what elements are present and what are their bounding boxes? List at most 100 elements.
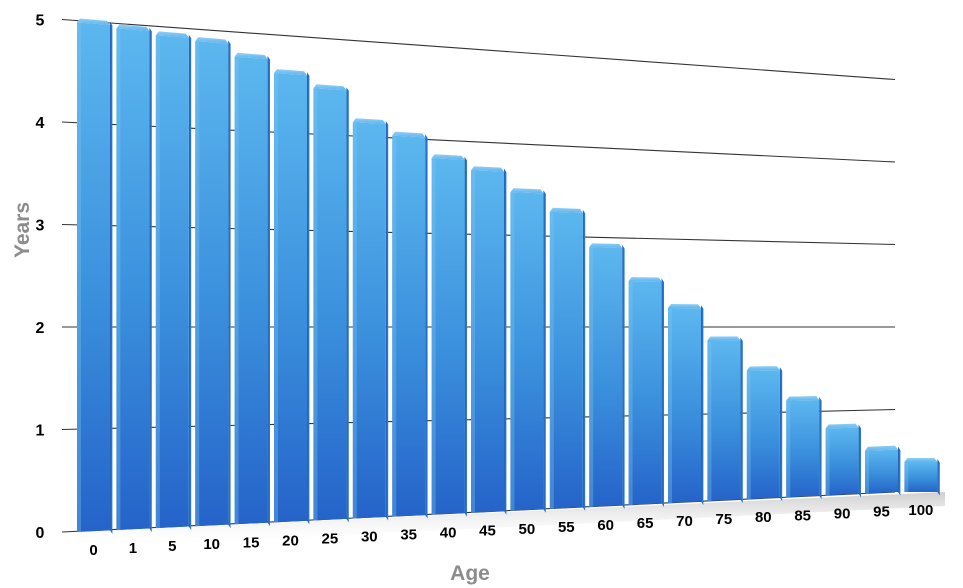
x-tick-label: 50 [519, 521, 536, 538]
x-tick-label: 90 [834, 505, 851, 522]
bar-65 [628, 277, 664, 508]
bar-70 [668, 303, 704, 506]
bar-side [149, 27, 152, 533]
bar-50 [510, 188, 546, 513]
bar-side [937, 459, 940, 496]
bar-1 [116, 24, 152, 533]
x-tick-label: 15 [243, 534, 260, 551]
bar-40 [431, 154, 467, 517]
bar-top [392, 131, 426, 138]
bar-top [589, 243, 623, 248]
bar-top [352, 118, 386, 124]
bar-side [110, 21, 113, 534]
bar-top [431, 154, 465, 160]
x-tick-label: 25 [322, 530, 339, 547]
floor-shadow [77, 492, 945, 548]
bar-top [510, 188, 544, 194]
bar-75 [707, 336, 743, 504]
bar-front [786, 400, 820, 498]
x-axis-ticks: 0 1 5 10 15 20 25 30 35 40 45 50 55 60 65 70 75 80 85 90 95 1… [89, 502, 933, 559]
x-tick-label: 60 [597, 517, 614, 534]
bar-25 [313, 84, 349, 523]
bar-side [228, 40, 231, 529]
x-tick-label: 20 [282, 532, 299, 549]
bars [77, 18, 940, 534]
bar-highlight [155, 36, 160, 529]
bar-side [661, 278, 664, 508]
bar-highlight [589, 248, 594, 507]
bar-front [589, 247, 623, 507]
x-tick-label: 5 [168, 538, 176, 555]
bar-front [274, 73, 307, 523]
bar-highlight [510, 193, 515, 511]
bar-highlight [116, 29, 121, 531]
bar-top [234, 52, 268, 59]
bar-top [471, 166, 504, 172]
bar-top [155, 31, 189, 38]
y-tick-label: 3 [36, 218, 45, 235]
bar-highlight [352, 123, 357, 519]
bar-top [865, 445, 898, 451]
bar-60 [589, 243, 625, 509]
bar-front [116, 28, 150, 531]
bar-front [234, 56, 268, 525]
bar-highlight [234, 57, 239, 525]
bar-highlight [668, 308, 672, 504]
bar-front [707, 340, 741, 502]
bar-side [307, 72, 310, 525]
bar-highlight [707, 341, 712, 502]
bar-highlight [904, 463, 909, 492]
bar-top [904, 458, 938, 462]
x-tick-label: 35 [400, 527, 417, 544]
bar-front [549, 211, 583, 509]
bar-top [628, 277, 662, 282]
x-tick-label: 65 [637, 515, 654, 532]
bar-highlight [865, 451, 869, 494]
bar-highlight [786, 401, 791, 498]
bar-0 [77, 18, 113, 534]
bar-side [740, 337, 743, 504]
bar-front [431, 158, 465, 515]
bar-front [195, 41, 229, 527]
bar-side [622, 244, 625, 509]
bar-side [464, 156, 467, 517]
y-axis-ticks: 0 1 2 3 4 5 [36, 13, 45, 543]
bar-side [267, 55, 270, 527]
bar-95 [865, 445, 901, 496]
x-tick-label: 10 [203, 536, 220, 553]
bar-top [549, 207, 583, 213]
bar-side [582, 209, 586, 511]
bar-front [628, 281, 662, 506]
x-tick-label: 75 [716, 511, 733, 528]
bar-side [543, 190, 546, 513]
bar-top [274, 69, 307, 76]
bar-5 [155, 31, 192, 531]
bar-highlight [471, 171, 475, 513]
bar-highlight [628, 282, 633, 506]
bar-highlight [313, 89, 318, 521]
x-tick-label: 1 [129, 540, 137, 557]
bar-front [313, 88, 347, 521]
bar-side [346, 87, 349, 523]
gridline-5 [61, 18, 896, 81]
bar-90 [825, 423, 861, 498]
bar-side [701, 305, 704, 506]
bar-top [77, 18, 110, 25]
bar-highlight [77, 23, 81, 532]
bar-front [392, 135, 426, 517]
bar-15 [234, 52, 270, 527]
y-axis-title: Years [11, 202, 34, 258]
bar-side [425, 134, 428, 519]
bar-highlight [431, 159, 436, 515]
bar-highlight [195, 42, 200, 527]
bar-highlight [746, 371, 751, 500]
bar-front [155, 35, 189, 529]
y-tick-label: 5 [36, 13, 45, 30]
bar-front [746, 370, 780, 500]
bar-35 [392, 131, 428, 519]
bar-55 [549, 207, 586, 511]
x-axis-title: Age [450, 562, 490, 585]
bar-front [668, 307, 701, 504]
